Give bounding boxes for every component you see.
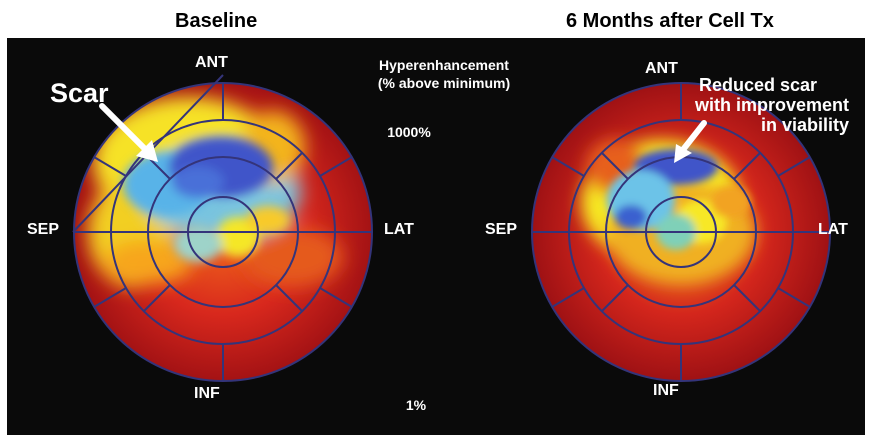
followup-sep-label: SEP [485,221,518,238]
scar-annotation: Scar [50,78,109,108]
baseline-bullseye-map [72,74,373,382]
legend-subtitle: (% above minimum) [377,75,511,91]
followup-ant-label: ANT [645,60,678,77]
followup-segment-grid [531,82,831,382]
scar-arrow-icon [99,103,158,162]
baseline-inf-label: INF [194,385,220,402]
legend-title: Hyperenhancement [379,57,509,73]
legend-max-label: 1000% [387,124,431,140]
followup-inf-label: INF [653,382,679,399]
baseline-lat-label: LAT [384,221,414,238]
reduced-scar-arrow-icon [674,120,707,163]
legend-caption: Hyperenhancement (% above minimum) [364,56,524,92]
baseline-title: Baseline [175,10,258,32]
reduced-scar-line-1: Reduced scar [699,75,818,95]
baseline-ant-label: ANT [195,54,228,71]
followup-lat-label: LAT [818,221,848,238]
reduced-scar-line-3: in viability [761,115,850,135]
legend-min-label: 1% [405,397,427,413]
baseline-sep-label: SEP [27,221,60,238]
reduced-scar-annotation: Reduced scar with improvement in viabili… [695,75,850,135]
reduced-scar-line-2: with improvement [695,95,850,115]
followup-bullseye-map [531,82,831,382]
followup-title: 6 Months after Cell Tx [566,10,774,32]
